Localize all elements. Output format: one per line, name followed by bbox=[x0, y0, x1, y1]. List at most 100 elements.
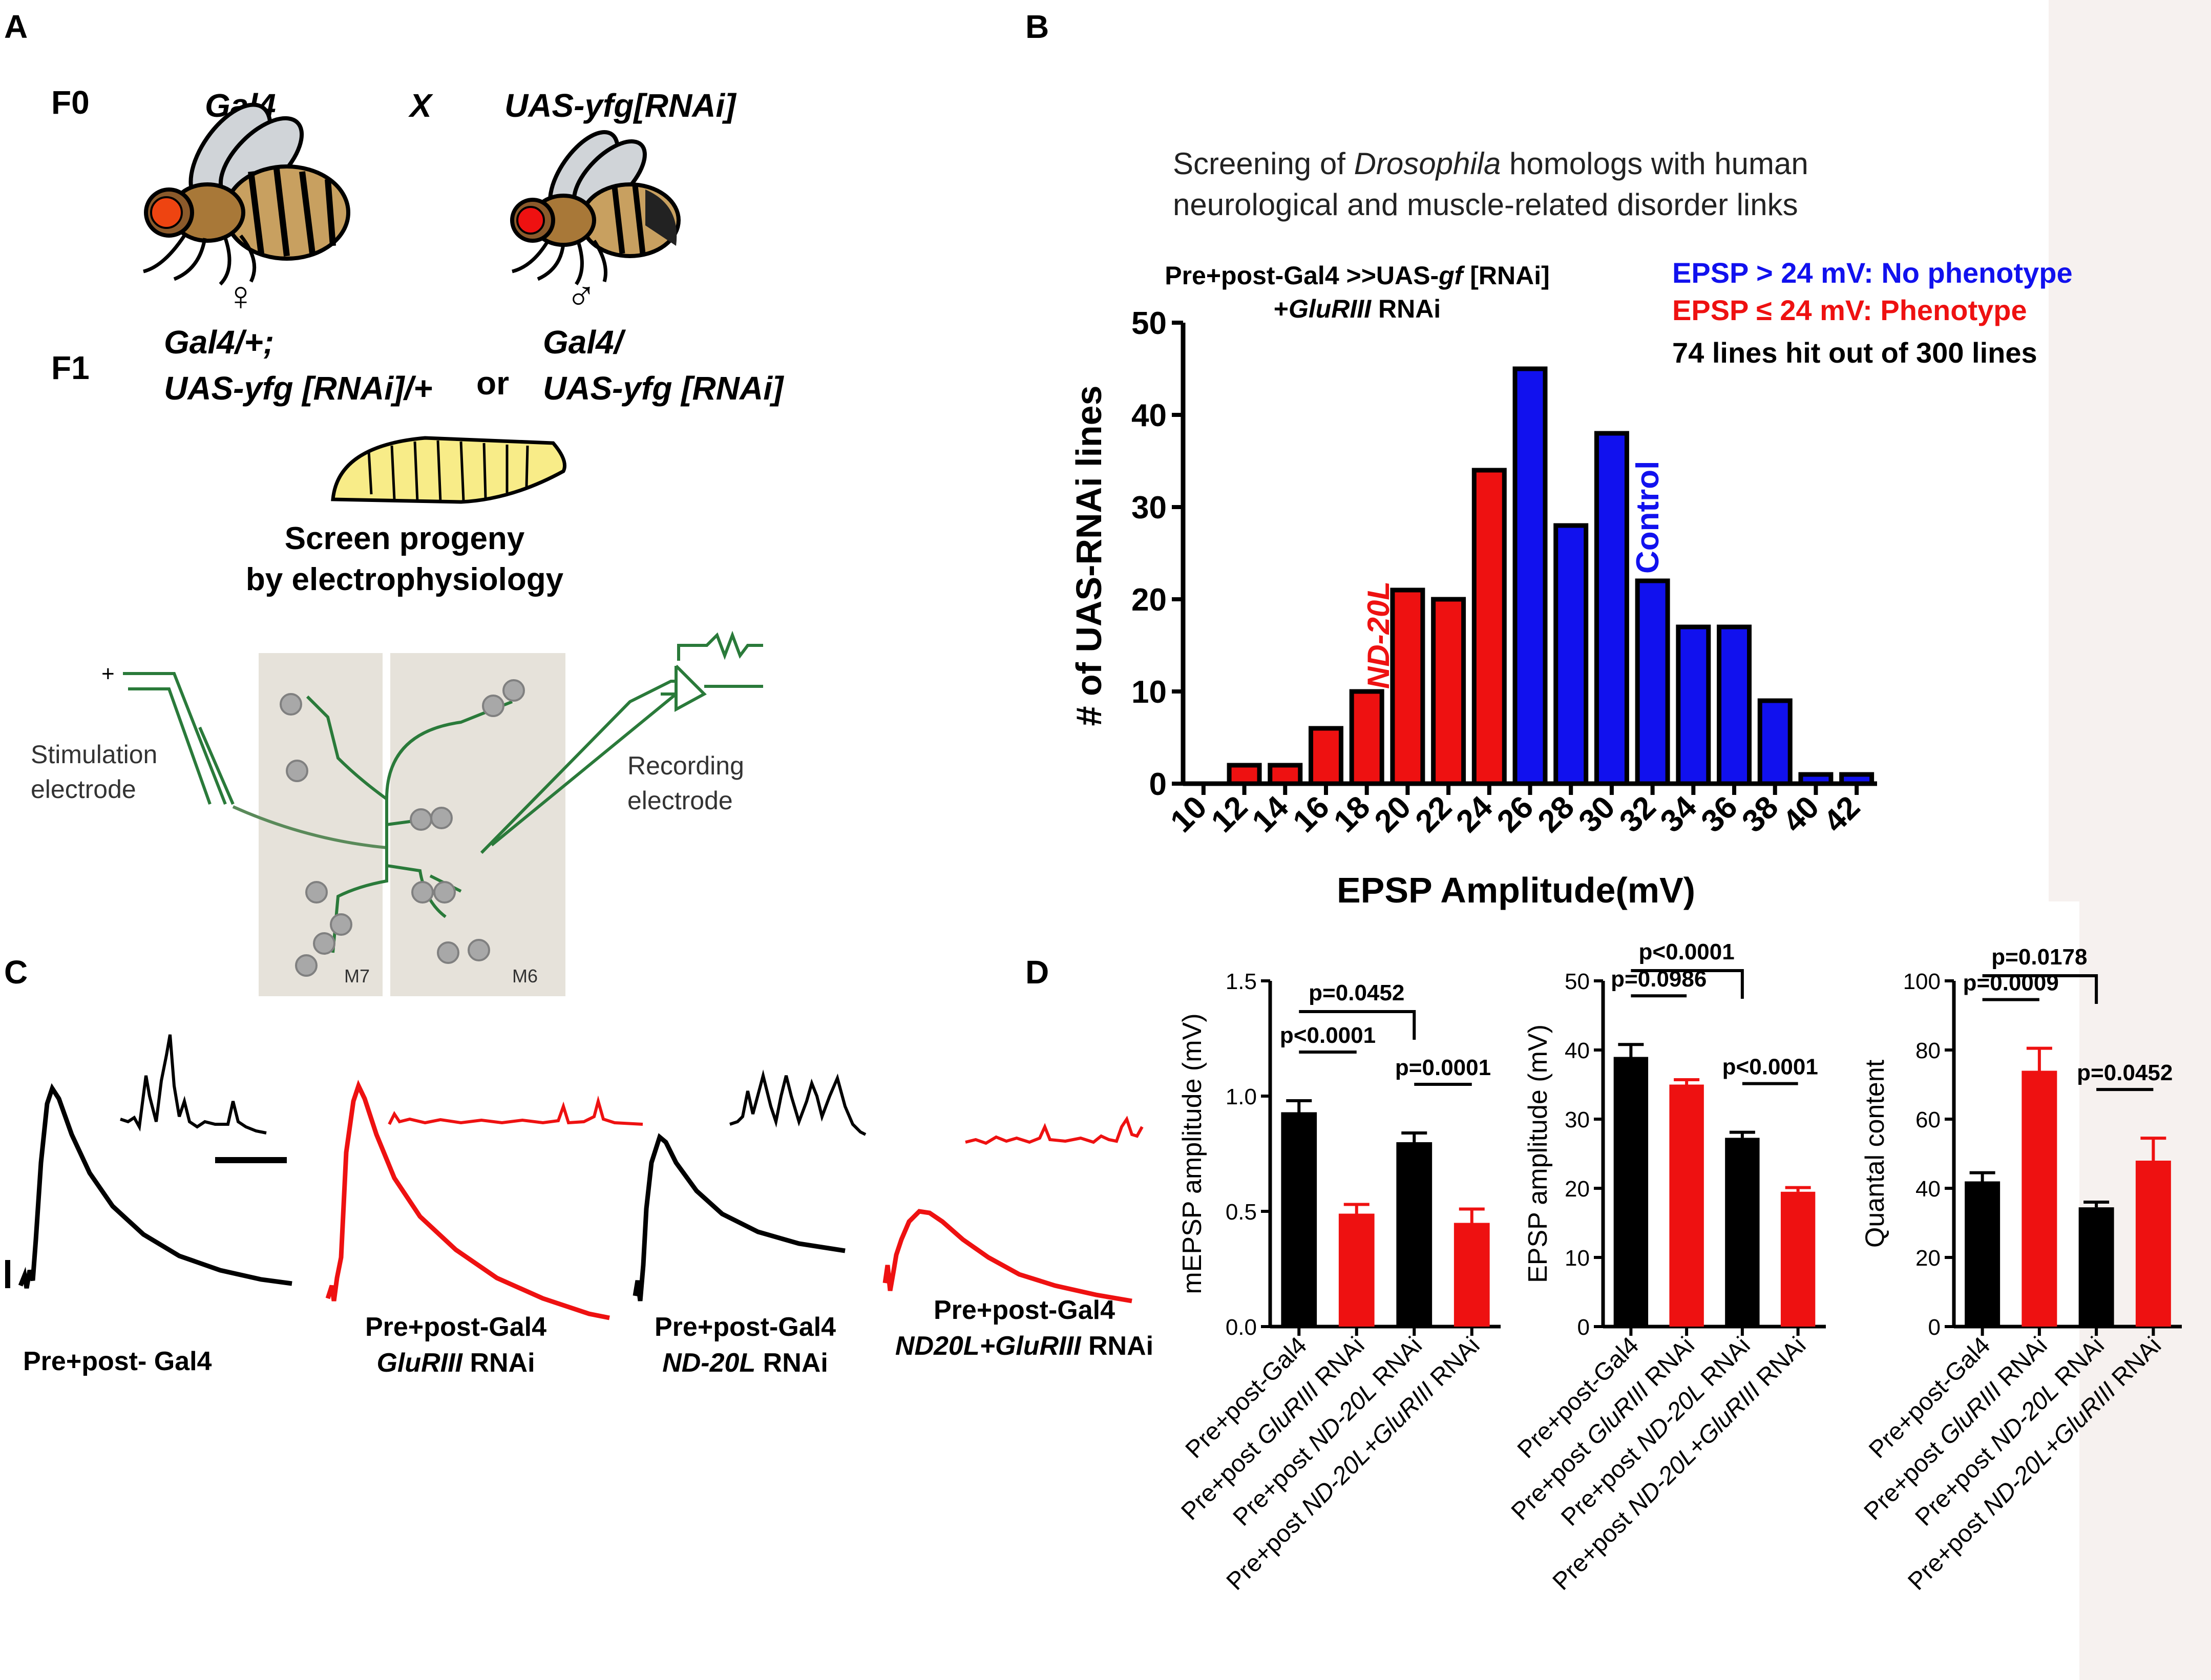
larva-illustration bbox=[331, 436, 566, 504]
histogram-bar bbox=[1431, 597, 1466, 786]
trace-label-control: Pre+post- Gal4 bbox=[23, 1347, 212, 1376]
y-axis-label: EPSP amplitude (mV) bbox=[1523, 1024, 1553, 1283]
histogram-heading-line1: Screening of Drosophila homologs with hu… bbox=[1173, 146, 1808, 181]
bar bbox=[1338, 1213, 1375, 1327]
histogram-bar bbox=[1349, 689, 1384, 786]
y-tick-label: 0.0 bbox=[1226, 1315, 1257, 1340]
trace-label-nd20l-line1: Pre+post-Gal4 bbox=[655, 1312, 836, 1342]
y-tick-label: 0 bbox=[1928, 1315, 1941, 1340]
bar bbox=[2135, 1161, 2171, 1327]
recording-label-line1: Recording bbox=[627, 751, 744, 780]
histogram-bar bbox=[1594, 431, 1629, 786]
histogram-bar bbox=[1635, 578, 1670, 786]
trace-mini-glurIII bbox=[388, 1095, 643, 1126]
y-tick-label: 1.5 bbox=[1226, 969, 1257, 994]
trace-mini-nd20l bbox=[729, 1069, 867, 1136]
y-axis-label: Quantal content bbox=[1860, 1059, 1890, 1248]
y-tick-label: 20 bbox=[1565, 1177, 1590, 1202]
histogram-y-tick-label: 40 bbox=[1131, 398, 1167, 433]
trace-evoked-control bbox=[18, 1083, 292, 1289]
progeny-right-line2: UAS-yfg [RNAi] bbox=[543, 370, 785, 407]
cross-symbol: X bbox=[408, 87, 433, 124]
significance-bracket bbox=[1982, 974, 2098, 1004]
y-tick-label: 0 bbox=[1577, 1315, 1590, 1340]
histogram-heading-line2: neurological and muscle-related disorder… bbox=[1173, 187, 1798, 222]
male-fly-illustration bbox=[510, 130, 681, 285]
histogram-x-axis-label: EPSP Amplitude(mV) bbox=[1337, 870, 1695, 910]
y-tick-label: 20 bbox=[1915, 1246, 1941, 1271]
trace-label-nd20l-line2: ND-20L RNAi bbox=[662, 1348, 828, 1378]
screen-line2: by electrophysiology bbox=[246, 562, 564, 597]
histogram-bar bbox=[1512, 366, 1548, 786]
y-tick-label: 100 bbox=[1903, 969, 1941, 994]
y-tick-label: 40 bbox=[1915, 1177, 1941, 1202]
histogram-bar bbox=[1717, 624, 1752, 786]
bar bbox=[1613, 1057, 1649, 1327]
panel-c-traces: Pre+post- Gal4 Pre+post-Gal4 GluRIII RNA… bbox=[5, 1034, 1153, 1378]
histogram-y-tick-label: 30 bbox=[1131, 490, 1167, 526]
histogram-y-tick-label: 20 bbox=[1131, 582, 1167, 618]
bar bbox=[1669, 1084, 1704, 1327]
histogram-bar bbox=[1471, 468, 1507, 786]
muscle-m7-label: M7 bbox=[344, 965, 370, 986]
bar bbox=[1454, 1223, 1490, 1327]
p-value-label: p<0.0001 bbox=[1722, 1055, 1818, 1080]
progeny-right-line1: Gal4/ bbox=[543, 324, 626, 361]
p-value-label: p=0.0009 bbox=[1963, 971, 2059, 996]
panel-a-cross-diagram: F0 Gal4 X UAS-yfg[RNAi] bbox=[31, 84, 785, 996]
trace-mini-control bbox=[120, 1034, 267, 1135]
or-text: or bbox=[476, 365, 509, 402]
bar bbox=[2022, 1070, 2057, 1327]
f1-label: F1 bbox=[51, 349, 90, 386]
y-tick-label: 30 bbox=[1565, 1107, 1590, 1132]
recording-label-line2: electrode bbox=[627, 786, 733, 815]
histogram-bar bbox=[1390, 587, 1425, 786]
trace-label-glurIII-line1: Pre+post-Gal4 bbox=[365, 1312, 546, 1342]
p-value-label: p=0.0452 bbox=[1309, 980, 1404, 1005]
y-tick-label: 60 bbox=[1915, 1107, 1941, 1132]
electrophysiology-schematic: + Stimulation electrode Recording electr… bbox=[31, 631, 763, 996]
histogram-bar bbox=[1268, 763, 1303, 786]
panel-letter-a: A bbox=[4, 8, 28, 45]
bar bbox=[2078, 1207, 2114, 1327]
y-tick-label: 10 bbox=[1565, 1246, 1590, 1271]
y-axis-label: mEPSP amplitude (mV) bbox=[1177, 1013, 1207, 1294]
significance-bracket bbox=[1299, 1010, 1416, 1040]
panel-letter-b: B bbox=[1025, 8, 1049, 45]
stimulation-label-line2: electrode bbox=[31, 775, 136, 804]
p-value-label: p=0.0001 bbox=[1395, 1055, 1491, 1080]
panel-b-histogram: Screening of Drosophila homologs with hu… bbox=[1069, 146, 2073, 910]
legend-no-phenotype: EPSP > 24 mV: No phenotype bbox=[1672, 257, 2073, 289]
genotype-line1: Pre+post-Gal4 >>UAS-gf [RNAi] bbox=[1165, 261, 1550, 290]
male-symbol: ♂ bbox=[566, 273, 597, 319]
histogram-y-tick-label: 0 bbox=[1149, 767, 1167, 802]
p-value-label: p<0.0001 bbox=[1639, 939, 1735, 964]
trace-evoked-nd20l bbox=[633, 1133, 846, 1301]
bar bbox=[1780, 1191, 1816, 1327]
y-tick-label: 1.0 bbox=[1226, 1084, 1257, 1109]
trace-label-nd20l-glurIII-line2: ND20L+GluRIII RNAi bbox=[895, 1331, 1153, 1361]
histogram-bar bbox=[1757, 698, 1793, 786]
y-tick-label: 40 bbox=[1565, 1038, 1590, 1063]
stimulation-label-line1: Stimulation bbox=[31, 740, 157, 769]
legend-phenotype: EPSP ≤ 24 mV: Phenotype bbox=[1672, 294, 2027, 326]
histogram-y-tick-label: 10 bbox=[1131, 675, 1167, 710]
histogram-bar bbox=[1308, 726, 1343, 786]
histogram-bar bbox=[1553, 523, 1589, 786]
progeny-left-line1: Gal4/+; bbox=[164, 324, 274, 361]
p-value-label: p=0.0178 bbox=[1991, 944, 2087, 970]
trace-label-glurIII-line2: GluRIII RNAi bbox=[376, 1348, 535, 1378]
p-value-label: p=0.0452 bbox=[2077, 1060, 2173, 1085]
trace-mini-nd20l-glurIII bbox=[965, 1116, 1144, 1145]
panel-letter-c: C bbox=[4, 954, 28, 991]
histogram-y-axis-label: # of UAS-RNAi lines bbox=[1069, 385, 1109, 726]
panel-letter-d: D bbox=[1025, 954, 1049, 991]
histogram-bar bbox=[1676, 624, 1711, 786]
genotype-line2: +GluRIII RNAi bbox=[1274, 295, 1441, 323]
histogram-y-tick-label: 50 bbox=[1131, 306, 1167, 341]
y-tick-label: 50 bbox=[1565, 969, 1590, 994]
